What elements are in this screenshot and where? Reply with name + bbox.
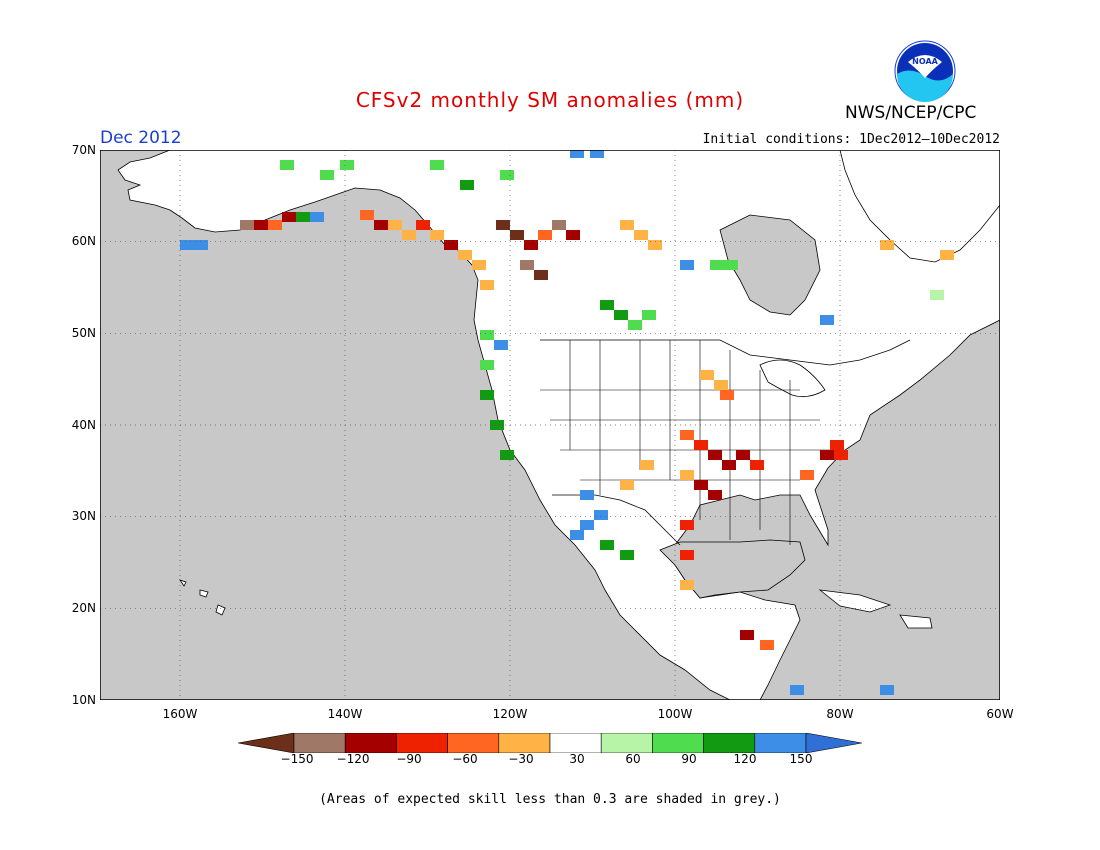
colorbar-swatch [549,733,602,753]
colorbar-swatch [652,733,704,753]
colorbar-swatch [805,733,862,753]
lon-label-100w: 100W [657,707,693,721]
lat-label-20n: 20N [71,601,96,615]
colorbar-label: 90 [681,752,697,766]
colorbar-label: −150 [280,752,314,766]
map-title: CFSv2 monthly SM anomalies (mm) [355,88,745,112]
colorbar-swatch [703,733,756,753]
skill-footnote: (Areas of expected skill less than 0.3 a… [319,792,781,807]
colorbar-label: 120 [733,752,757,766]
us-canada-border [540,339,911,366]
forecast-month: Dec 2012 [100,128,182,148]
graticule [100,150,1000,700]
anomaly-cells [180,150,954,695]
initial-conditions: Initial conditions: 1Dec2012–10Dec2012 [702,132,1000,147]
lon-label-160w: 160W [162,707,198,721]
colorbar-label: −120 [336,752,370,766]
colorbar-swatch [447,733,500,753]
agency-label: NWS/NCEP/CPC [845,103,977,123]
lat-label-60n: 60N [71,234,96,248]
colorbar-label: 60 [625,752,641,766]
colorbar-swatch [344,733,397,753]
lat-label-40n: 40N [71,418,96,432]
anomaly-colorbar [238,733,862,753]
great-lakes [759,359,826,398]
colorbar-swatch [293,733,346,753]
colorbar-swatch [396,733,448,753]
colorbar-label: 150 [789,752,813,766]
noaa-logo-icon: NOAA [894,40,956,102]
colorbar-swatch [754,733,807,753]
north-america-map [100,150,1000,700]
colorbar-swatch [600,733,653,753]
colorbar-swatch [498,733,551,753]
greenland-land [839,150,1000,263]
colorbar-label: −30 [508,752,534,766]
colorbar-label: 30 [569,752,585,766]
logo-text: NOAA [912,57,938,66]
colorbar-label: −60 [452,752,478,766]
lon-label-60w: 60W [986,707,1014,721]
lat-label-10n: 10N [71,693,96,707]
hudson-bay [719,214,821,316]
lat-label-30n: 30N [71,509,96,523]
hawaii-islands [179,579,226,616]
hispaniola-island [899,614,933,629]
colorbar-swatch [238,733,295,753]
lat-label-50n: 50N [71,326,96,340]
colorbar-label: −90 [396,752,422,766]
lat-label-70n: 70N [71,143,96,157]
lon-label-120w: 120W [492,707,528,721]
lon-label-80w: 80W [826,707,854,721]
lon-label-140w: 140W [327,707,363,721]
